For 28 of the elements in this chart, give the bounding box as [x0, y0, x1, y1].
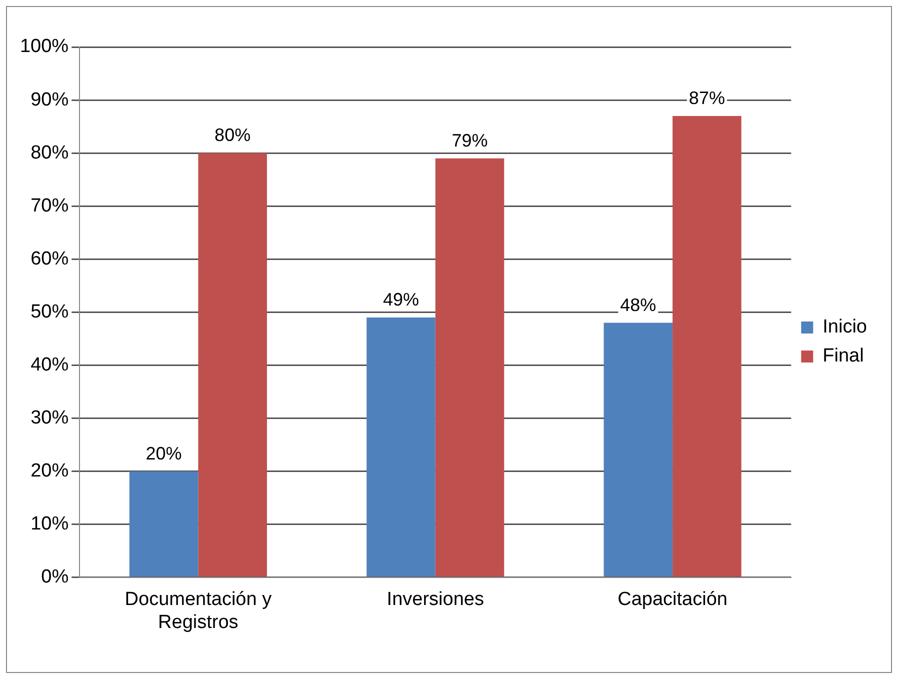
- y-tick-label: 40%: [30, 354, 69, 376]
- legend-label: Final: [822, 346, 864, 367]
- data-label: 20%: [146, 443, 182, 464]
- bar: [672, 116, 742, 577]
- y-tick-label: 50%: [30, 301, 69, 322]
- y-tick-label: 30%: [30, 408, 69, 429]
- x-tick-label: Capacitación: [618, 589, 728, 610]
- y-tick-label: 10%: [30, 514, 69, 535]
- bar: [198, 153, 267, 577]
- legend-label: Inicio: [822, 316, 868, 338]
- bar: [366, 318, 436, 577]
- bar: [435, 158, 504, 577]
- data-label: 80%: [214, 125, 251, 146]
- bar: [129, 471, 198, 577]
- data-label: 87%: [688, 88, 725, 108]
- y-tick-label: 100%: [20, 36, 69, 58]
- y-tick-label: 90%: [30, 89, 69, 110]
- y-tick-label: 60%: [30, 248, 69, 270]
- y-tick-label: 80%: [30, 142, 69, 164]
- data-label: 48%: [620, 294, 656, 315]
- y-tick-label: 70%: [30, 195, 69, 216]
- y-tick-label: 0%: [41, 566, 69, 588]
- bar: [604, 322, 673, 577]
- y-tick-label: 20%: [30, 460, 69, 482]
- x-tick-label: Inversiones: [386, 589, 484, 610]
- data-label: 49%: [382, 289, 419, 310]
- x-tick-label: Documentación y Registros: [124, 589, 272, 633]
- data-label: 79%: [452, 130, 488, 150]
